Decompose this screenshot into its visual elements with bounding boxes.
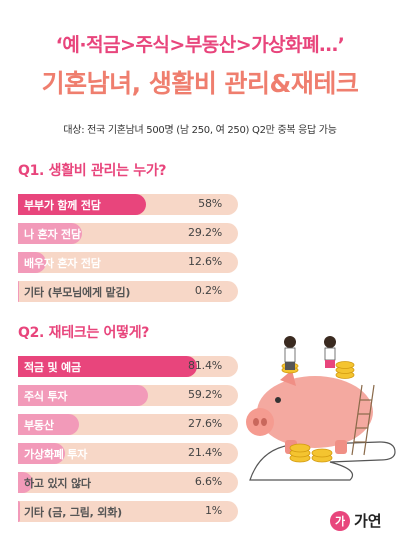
bar-label: 기타 (금, 그림, 외화) <box>24 506 122 519</box>
bar-fill <box>18 472 33 493</box>
bar-label: 나 혼자 전담 <box>24 228 81 241</box>
man-figure-icon <box>284 336 296 370</box>
bar-row: 기타 (부모님에게 맡김) 0.2% <box>18 281 238 302</box>
bar-row: 나 혼자 전담 29.2% <box>18 223 238 244</box>
bar-value: 21.4% <box>188 446 222 459</box>
ladder-icon <box>351 384 375 456</box>
bar-fill <box>18 223 83 244</box>
logo-text: 가연 <box>354 512 382 530</box>
q2-title: Q2. 재테크는 어떻게? <box>18 325 150 341</box>
bar-label: 적금 및 예금 <box>24 361 81 374</box>
piggy-body <box>257 376 373 448</box>
q2-bar-chart: 적금 및 예금 81.4% 주식 투자 59.2% 부동산 27.6% 가상화폐 투자 21.… <box>18 356 238 530</box>
bar-fill <box>18 385 149 406</box>
bar-row: 부동산 27.6% <box>18 414 238 435</box>
bar-label: 주식 투자 <box>24 390 68 403</box>
bar-label: 하고 있지 않다 <box>24 477 91 490</box>
bar-label: 기타 (부모님에게 맡김) <box>24 286 131 299</box>
headline: ‘예·적금>주식>부동산>가상화폐…’ <box>55 34 345 56</box>
survey-subtitle: 대상: 전국 기혼남녀 500명 (남 250, 여 250) Q2만 중복 응… <box>63 125 337 136</box>
bar-row: 적금 및 예금 81.4% <box>18 356 238 377</box>
bar-row: 주식 투자 59.2% <box>18 385 238 406</box>
bar-row: 가상화폐 투자 21.4% <box>18 443 238 464</box>
logo-mark-icon: 가 <box>330 510 350 531</box>
brand-logo: 가 가연 <box>330 510 382 531</box>
bar-value: 6.6% <box>194 475 222 488</box>
bar-value: 0.2% <box>194 284 222 297</box>
bar-label: 가상화폐 투자 <box>24 448 88 461</box>
bar-value: 58% <box>198 197 222 210</box>
bar-value: 12.6% <box>188 255 222 268</box>
bar-row: 기타 (금, 그림, 외화) 1% <box>18 501 238 522</box>
bar-row: 하고 있지 않다 6.6% <box>18 472 238 493</box>
bar-row: 부부가 함께 전담 58% <box>18 194 238 215</box>
bar-fill <box>18 414 79 435</box>
bar-fill <box>18 443 66 464</box>
woman-figure-icon <box>324 336 336 368</box>
bar-fill <box>18 356 198 377</box>
bar-value: 27.6% <box>188 417 222 430</box>
piggy-bank-illustration <box>246 336 396 481</box>
q1-title: Q1. 생활비 관리는 누가? <box>18 163 167 179</box>
bar-value: 81.4% <box>188 359 222 372</box>
page-title: 기혼남녀, 생활비 관리&재테크 <box>41 69 359 98</box>
bar-label: 부부가 함께 전담 <box>24 199 101 212</box>
q1-bar-chart: 부부가 함께 전담 58% 나 혼자 전담 29.2% 배우자 혼자 전담 12.6% 기타… <box>18 194 238 310</box>
bar-fill <box>18 194 146 215</box>
bar-fill <box>18 252 46 273</box>
bar-value: 59.2% <box>188 388 222 401</box>
bar-label: 배우자 혼자 전담 <box>24 257 101 270</box>
bar-value: 29.2% <box>188 226 222 239</box>
bar-fill <box>18 501 21 522</box>
bar-value: 1% <box>204 504 222 517</box>
bar-row: 배우자 혼자 전담 12.6% <box>18 252 238 273</box>
bar-label: 부동산 <box>24 419 54 432</box>
